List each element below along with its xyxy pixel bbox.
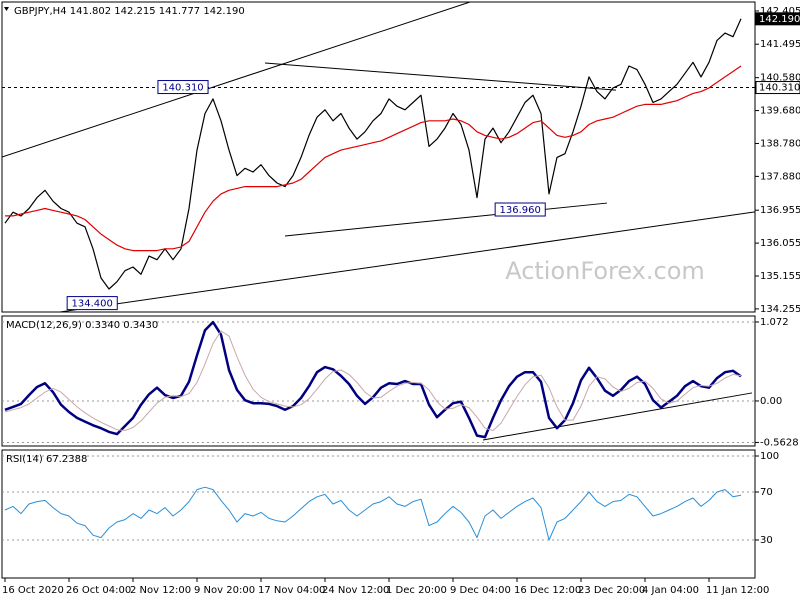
annotation-label: 134.400 bbox=[72, 299, 113, 310]
y-tick-label: 100 bbox=[760, 451, 779, 462]
series-line bbox=[4, 320, 742, 439]
x-tick-label: 23 Dec 20:00 bbox=[578, 585, 645, 596]
y-tick-label: 141.495 bbox=[760, 39, 800, 50]
annotation-label: 136.960 bbox=[500, 205, 541, 216]
series-line bbox=[4, 486, 742, 541]
series-line bbox=[4, 18, 742, 290]
annotation-box bbox=[66, 296, 118, 311]
x-tick-label: 16 Oct 2020 bbox=[2, 585, 64, 596]
price-tag bbox=[755, 12, 800, 26]
panel-title: GBPJPY,H4 141.802 142.215 141.777 142.19… bbox=[14, 6, 245, 17]
y-tick-label: 138.780 bbox=[760, 138, 800, 149]
y-tick-label: 0.00 bbox=[760, 396, 782, 407]
annotation-label: 140.310 bbox=[162, 83, 203, 94]
x-tick-label: 9 Nov 20:00 bbox=[194, 585, 255, 596]
price-tag bbox=[755, 81, 800, 95]
price-tag-label: 140.310 bbox=[759, 83, 800, 94]
y-tick-label: 134.255 bbox=[760, 304, 800, 315]
trend-line bbox=[2, 2, 471, 158]
symbol-icon bbox=[4, 7, 9, 11]
panel-title: RSI(14) 67.2388 bbox=[6, 454, 87, 465]
x-tick-label: 2 Nov 12:00 bbox=[130, 585, 191, 596]
x-tick-label: 16 Dec 12:00 bbox=[514, 585, 581, 596]
series-line bbox=[4, 330, 742, 431]
x-tick-label: 4 Jan 04:00 bbox=[642, 585, 699, 596]
panel-frame bbox=[1, 315, 756, 447]
x-tick-label: 26 Oct 04:00 bbox=[66, 585, 131, 596]
y-tick-label: 136.955 bbox=[760, 205, 800, 216]
y-tick-label: 135.155 bbox=[760, 271, 800, 282]
x-tick-label: 1 Dec 20:00 bbox=[386, 585, 447, 596]
y-tick-label: 142.405 bbox=[760, 6, 800, 17]
watermark: ActionForex.com bbox=[505, 257, 705, 285]
series-line bbox=[5, 65, 742, 252]
trend-line bbox=[284, 202, 608, 237]
y-tick-label: 137.880 bbox=[760, 171, 800, 182]
x-tick-label: 9 Dec 04:00 bbox=[450, 585, 511, 596]
trend-line bbox=[482, 392, 753, 441]
price-tag-label: 142.190 bbox=[759, 14, 800, 25]
y-tick-label: 30 bbox=[760, 535, 773, 546]
y-tick-label: 70 bbox=[760, 487, 773, 498]
y-tick-label: 139.680 bbox=[760, 106, 800, 117]
trend-line bbox=[264, 62, 617, 91]
panel-frame bbox=[1, 449, 756, 579]
y-tick-label: 1.072 bbox=[760, 317, 789, 328]
x-tick-label: 24 Nov 12:00 bbox=[322, 585, 389, 596]
x-tick-label: 17 Nov 04:00 bbox=[258, 585, 325, 596]
y-tick-label: 136.055 bbox=[760, 238, 800, 249]
panel-title: MACD(12,26,9) 0.3340 0.3430 bbox=[6, 320, 158, 331]
annotation-box bbox=[494, 202, 546, 217]
trend-line bbox=[59, 211, 755, 312]
x-tick-label: 11 Jan 12:00 bbox=[706, 585, 769, 596]
y-tick-label: -0.5628 bbox=[760, 437, 799, 448]
y-tick-label: 140.580 bbox=[760, 73, 800, 84]
annotation-box bbox=[157, 80, 209, 95]
